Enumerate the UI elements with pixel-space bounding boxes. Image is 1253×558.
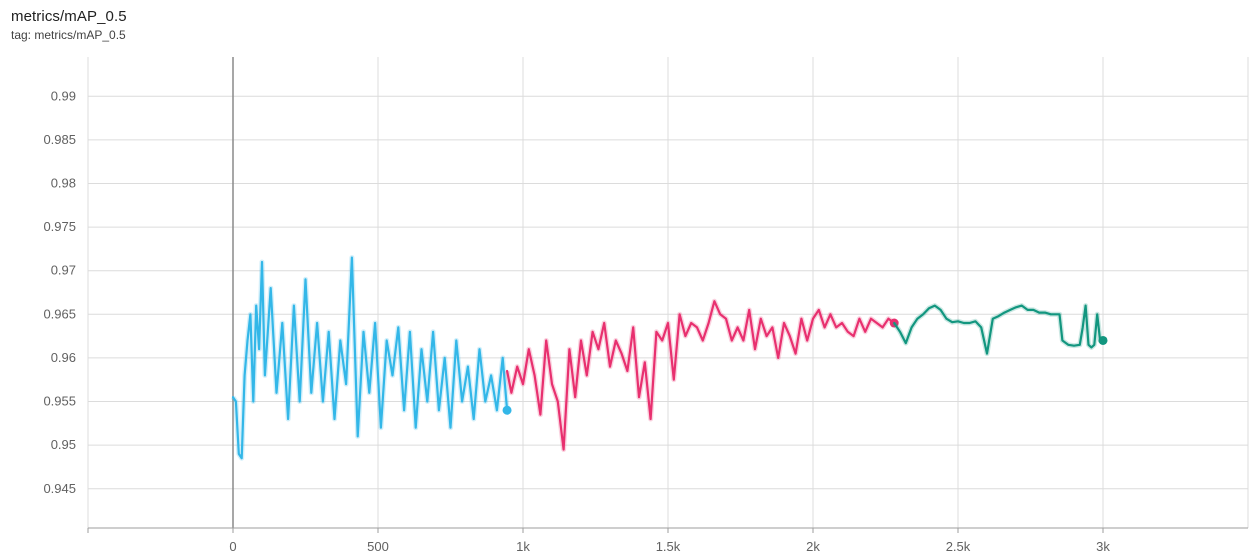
series-2-line bbox=[506, 300, 896, 451]
grid bbox=[87, 57, 1249, 528]
x-tick-label: 2.5k bbox=[946, 539, 971, 554]
chart-tag-label: tag: metrics/mAP_0.5 bbox=[11, 28, 126, 42]
series-3-line bbox=[893, 304, 1105, 355]
y-tick-label: 0.965 bbox=[43, 306, 76, 321]
x-tick-label: 500 bbox=[367, 539, 389, 554]
y-tick-label: 0.955 bbox=[43, 394, 76, 409]
x-tick-label: 1k bbox=[516, 539, 530, 554]
series-1-line bbox=[231, 256, 509, 460]
x-tick-label: 0 bbox=[229, 539, 236, 554]
series-layer bbox=[230, 255, 1108, 461]
y-tick-label: 0.975 bbox=[43, 219, 76, 234]
series-3-end-point bbox=[1098, 335, 1108, 345]
y-tick-label: 0.98 bbox=[51, 175, 76, 190]
x-tick-label: 3k bbox=[1096, 539, 1110, 554]
x-tick-label: 2k bbox=[806, 539, 820, 554]
axes: 0.945 0.95 0.955 0.96 0.965 0.97 0.975 0.98 0.98… bbox=[43, 88, 1248, 554]
y-tick-label: 0.96 bbox=[51, 350, 76, 365]
chart-title: metrics/mAP_0.5 bbox=[11, 8, 127, 25]
series-1-end-point bbox=[502, 405, 512, 415]
y-tick-label: 0.97 bbox=[51, 263, 76, 278]
x-tick-label: 1.5k bbox=[656, 539, 681, 554]
y-tick-label: 0.945 bbox=[43, 481, 76, 496]
y-tick-label: 0.985 bbox=[43, 132, 76, 147]
y-tick-label: 0.95 bbox=[51, 437, 76, 452]
y-tick-label: 0.99 bbox=[51, 88, 76, 103]
